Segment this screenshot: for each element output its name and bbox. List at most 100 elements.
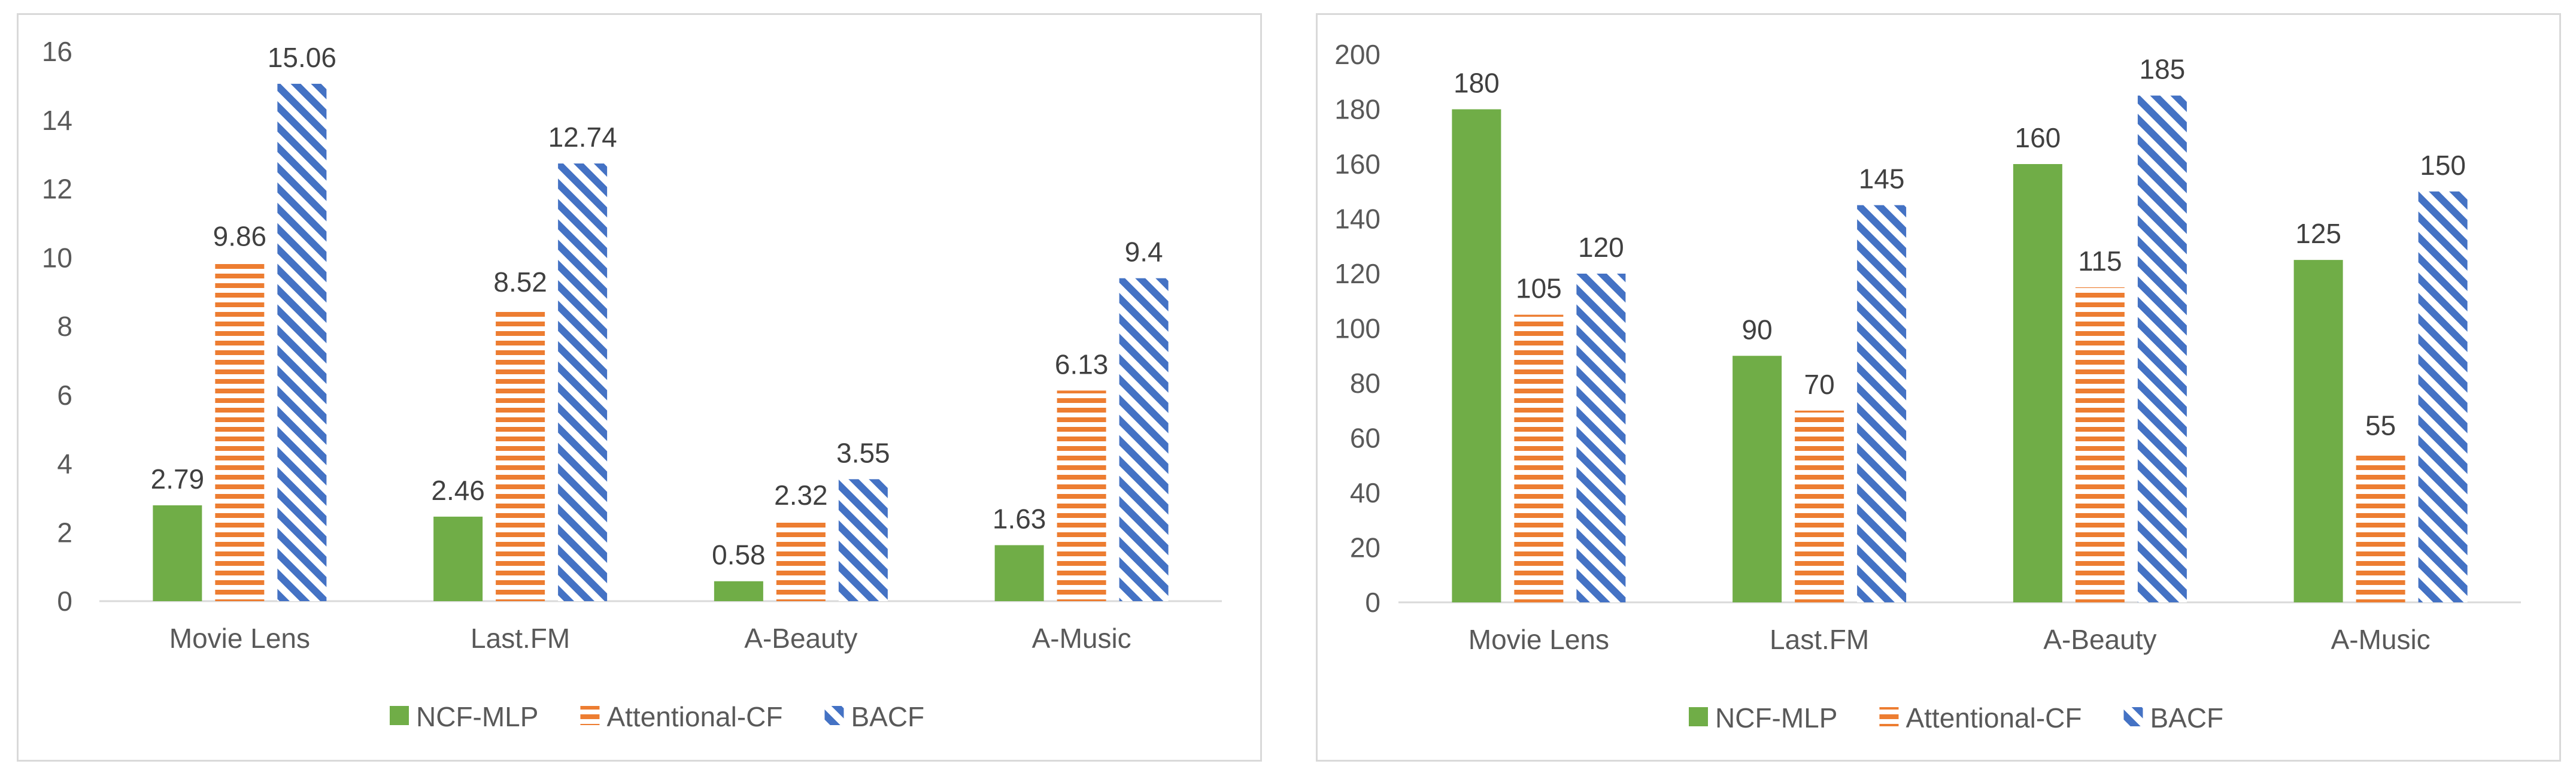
legend-label: Attentional-CF — [1906, 702, 2082, 733]
legend-swatch — [580, 706, 600, 725]
bar-attentional-cf — [776, 521, 826, 601]
bar-bacf — [1119, 278, 1169, 601]
y-tick-label: 0 — [1365, 587, 1380, 618]
data-label: 145 — [1859, 163, 1905, 195]
legend-swatch — [2123, 707, 2143, 726]
bar-ncf-mlp — [994, 545, 1044, 601]
chart-panel-left: 0 2 4 6 8 10 12 14 16 2.79 9.86 15.06 2.46 8.52 12.74 0… — [17, 13, 1262, 762]
y-tick-label: 100 — [1334, 313, 1380, 344]
y-tick-label: 120 — [1334, 258, 1380, 289]
data-label: 1.63 — [993, 503, 1046, 534]
data-label: 125 — [2295, 218, 2341, 249]
x-category-label: A-Beauty — [2043, 624, 2156, 655]
data-label: 2.46 — [431, 475, 485, 506]
y-tick-label: 10 — [42, 242, 72, 273]
bar-ncf-mlp — [2293, 260, 2343, 602]
y-tick-label: 0 — [57, 586, 72, 617]
y-tick-label: 16 — [42, 36, 72, 67]
y-tick-label: 4 — [57, 448, 72, 480]
legend-item: NCF-MLP — [390, 701, 538, 732]
y-tick-label: 80 — [1350, 368, 1380, 399]
legend-label: NCF-MLP — [1715, 702, 1837, 733]
data-label: 0.58 — [712, 539, 766, 571]
y-tick-label: 60 — [1350, 423, 1380, 454]
bar-chart-left: 0 2 4 6 8 10 12 14 16 2.79 9.86 15.06 2.46 8.52 12.74 0… — [42, 36, 1222, 732]
bar-attentional-cf — [215, 262, 265, 602]
legend-item: NCF-MLP — [1689, 702, 1837, 733]
bar-bacf — [2137, 95, 2187, 602]
bar-attentional-cf — [496, 308, 545, 601]
data-label: 115 — [2078, 245, 2122, 277]
bar-attentional-cf — [2075, 287, 2125, 602]
bar-bacf — [277, 83, 327, 601]
legend-swatch — [1879, 707, 1899, 726]
legend: NCF-MLP Attentional-CF BACF — [390, 701, 924, 732]
y-tick-label: 200 — [1334, 39, 1380, 70]
x-category-label: A-Beauty — [744, 623, 857, 654]
data-label: 9.86 — [213, 220, 267, 251]
y-tick-label: 140 — [1334, 204, 1380, 235]
x-category-label: A-Music — [2331, 624, 2431, 655]
y-axis-ticks: 0 20 40 60 80 100 120 140 160 180 200 — [1334, 39, 1380, 618]
data-label: 2.32 — [774, 480, 828, 511]
data-label: 105 — [1516, 273, 1562, 304]
data-label: 6.13 — [1055, 348, 1109, 380]
legend-label: BACF — [851, 701, 924, 732]
legend-label: Attentional-CF — [606, 701, 782, 732]
x-category-label: Last.FM — [471, 623, 570, 654]
bar-attentional-cf — [1795, 410, 1844, 602]
bar-ncf-mlp — [433, 516, 483, 601]
legend-swatch — [1689, 707, 1708, 726]
data-label: 8.52 — [493, 266, 547, 298]
bar-ncf-mlp — [714, 581, 763, 601]
legend-label: NCF-MLP — [416, 701, 538, 732]
data-label: 12.74 — [548, 122, 617, 153]
y-tick-label: 180 — [1334, 94, 1380, 125]
legend-swatch — [824, 706, 844, 725]
x-category-label: A-Music — [1032, 623, 1131, 654]
bar-bacf — [558, 163, 608, 601]
y-axis-ticks: 0 2 4 6 8 10 12 14 16 — [42, 36, 72, 617]
legend-swatch — [390, 706, 409, 725]
bar-bacf — [1857, 205, 1907, 602]
bar-bacf — [838, 479, 888, 601]
x-category-label: Movie Lens — [1468, 624, 1609, 655]
y-tick-label: 20 — [1350, 532, 1380, 563]
y-tick-label: 14 — [42, 105, 72, 136]
legend-item: BACF — [824, 701, 924, 732]
y-tick-label: 40 — [1350, 477, 1380, 508]
data-label: 2.79 — [151, 463, 205, 495]
bar-ncf-mlp — [1732, 356, 1782, 602]
legend-item: Attentional-CF — [1879, 702, 2082, 733]
bar-ncf-mlp — [153, 505, 202, 601]
legend-item: Attentional-CF — [580, 701, 782, 732]
data-label: 9.4 — [1125, 237, 1163, 268]
bar-ncf-mlp — [2013, 164, 2062, 602]
y-tick-label: 8 — [57, 311, 72, 342]
bars: 2.79 9.86 15.06 2.46 8.52 12.74 0.58 2.32 3.55 1.… — [151, 42, 1169, 602]
bar-bacf — [1576, 274, 1626, 602]
bar-attentional-cf — [2356, 451, 2405, 602]
data-label: 150 — [2420, 150, 2466, 181]
data-label: 55 — [2365, 410, 2396, 441]
y-tick-label: 6 — [57, 380, 72, 411]
bar-attentional-cf — [1057, 390, 1106, 601]
bars: 180 105 120 90 70 145 160 115 185 125 55 150 — [1452, 54, 2468, 602]
data-label: 160 — [2015, 122, 2061, 153]
data-label: 120 — [1578, 232, 1624, 263]
x-category-label: Movie Lens — [169, 623, 310, 654]
legend-item: BACF — [2123, 702, 2223, 733]
data-label: 70 — [1804, 369, 1835, 400]
data-label: 3.55 — [836, 437, 890, 468]
legend: NCF-MLP Attentional-CF BACF — [1689, 702, 2223, 733]
bar-chart-right: 0 20 40 60 80 100 120 140 160 180 200 180 105 120 90 70… — [1334, 39, 2521, 733]
data-label: 185 — [2140, 54, 2186, 85]
y-tick-label: 12 — [42, 174, 72, 205]
x-category-label: Last.FM — [1770, 624, 1869, 655]
bar-bacf — [2418, 191, 2468, 602]
y-tick-label: 2 — [57, 517, 72, 548]
legend-label: BACF — [2150, 702, 2223, 733]
bar-attentional-cf — [1514, 314, 1564, 602]
bar-ncf-mlp — [1452, 109, 1501, 602]
data-label: 90 — [1742, 314, 1773, 345]
